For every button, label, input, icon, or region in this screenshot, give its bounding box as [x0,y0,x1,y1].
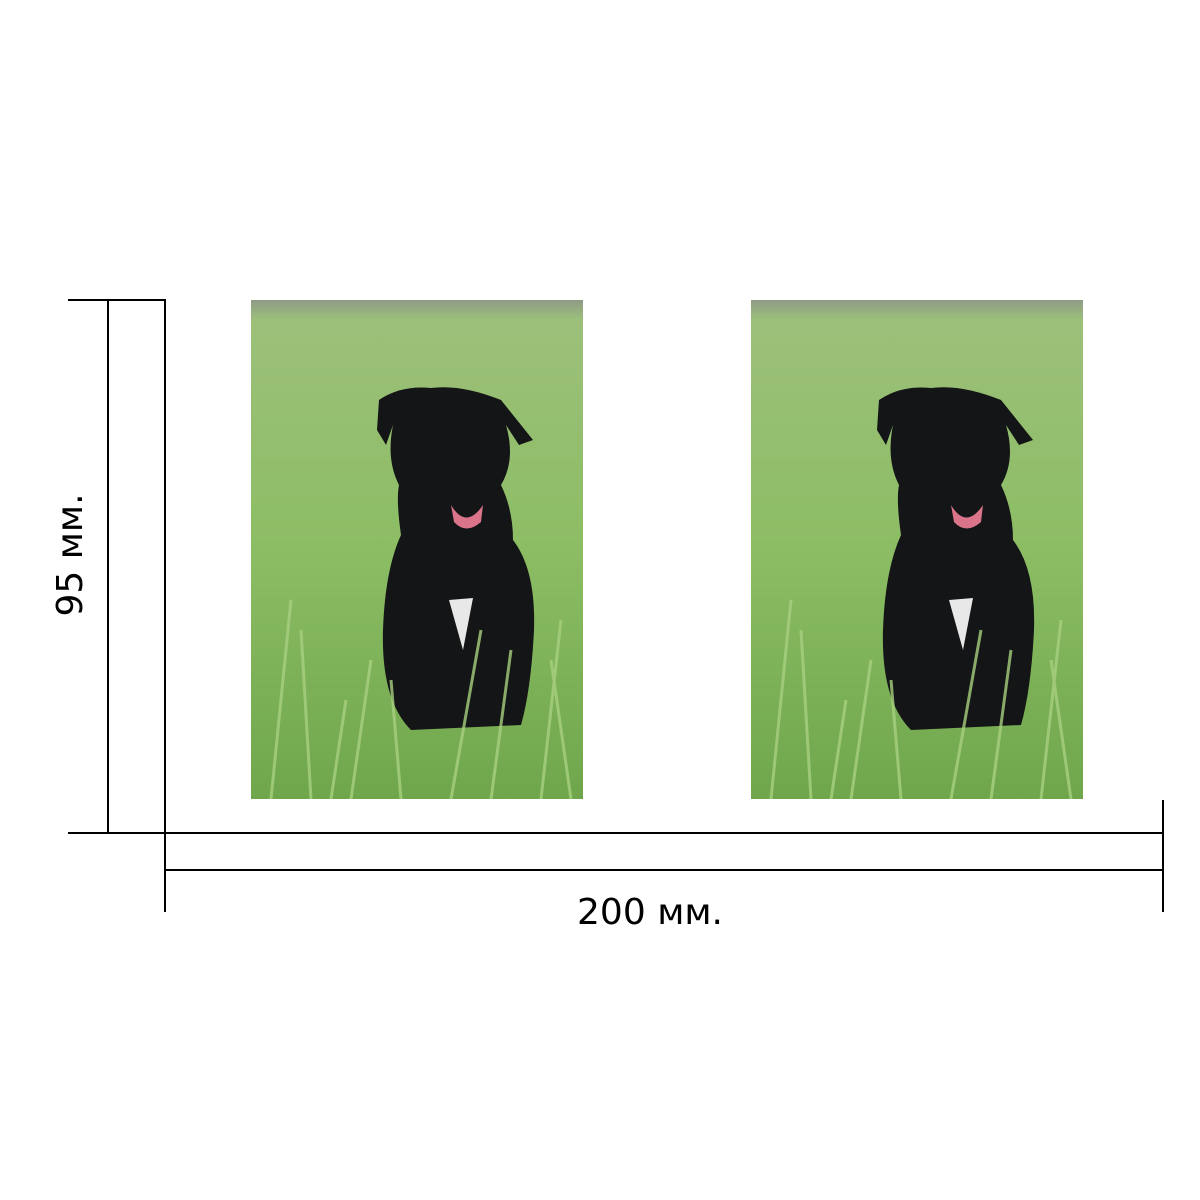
product-photo [749,298,1085,801]
product-photo [249,298,585,801]
width-label: 200 мм. [577,892,723,933]
height-label: 95 мм. [50,493,91,616]
width-dimension [164,800,1164,912]
height-dimension [68,299,166,834]
